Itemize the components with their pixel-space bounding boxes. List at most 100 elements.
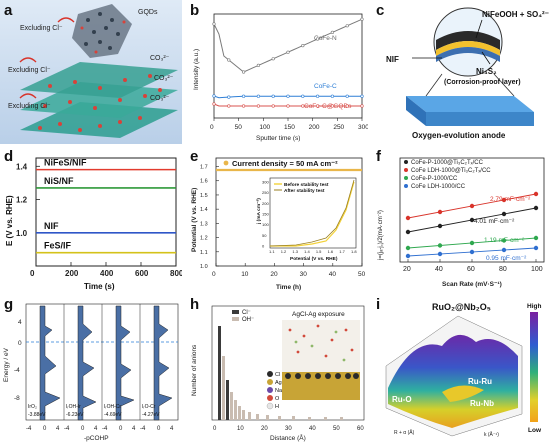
panel-h: Cl Ag Na O H Cl⁻ OH⁻ AgCl-Ag exposure Nu… xyxy=(186,296,368,442)
atom-h: H xyxy=(275,404,279,410)
e-ytick-1.4: 1.4 xyxy=(200,207,208,213)
panel-tag-f: f xyxy=(376,148,381,165)
g-xtick-3: -4 xyxy=(64,426,70,432)
e-inset-xtick-1.2: 1.2 xyxy=(281,249,287,254)
f-point xyxy=(501,247,507,253)
label-ni3s2: Ni₃S₂ xyxy=(476,67,497,76)
atomic-snapshot xyxy=(282,320,360,400)
b-marker xyxy=(316,94,320,98)
layered-slabs xyxy=(20,62,178,138)
panel-tag-i: i xyxy=(376,296,381,313)
g-ytick-4: 4 xyxy=(18,319,22,326)
h-xtick-30: 30 xyxy=(285,426,292,432)
panel-b: Intensity (a.u.) Sputter time (s) 0 50 100… xyxy=(186,0,368,144)
colorbar xyxy=(530,312,538,422)
panel-i: High Low RuO₂@Nb₂O₅ Ru-Ru Ru-O Ru-Nb k (… xyxy=(372,296,550,442)
panel-g-xlabel: -pCOHP xyxy=(84,435,109,442)
panel-e-inset: Before stability test After stability te… xyxy=(256,177,357,262)
b-marker xyxy=(286,94,290,98)
g-xtick-8: 4 xyxy=(132,426,136,432)
panel-i-title: RuO₂@Nb₂O₅ xyxy=(432,302,491,312)
f-legend-marker xyxy=(404,184,408,188)
g-xtick-2: 4 xyxy=(56,426,60,432)
panel-i-ylabel: R + α (Å) xyxy=(394,429,415,436)
b-marker xyxy=(212,22,216,26)
panel-a-label-2: Excluding Cl⁻ xyxy=(8,67,51,74)
e-inset-xtick-1.3: 1.3 xyxy=(292,249,298,254)
b-marker xyxy=(301,43,305,48)
h-legend-cl: Cl⁻ xyxy=(242,310,251,316)
panel-tag-g: g xyxy=(4,296,14,313)
d-ytick-1.2: 1.2 xyxy=(16,196,28,205)
f-xtick-100: 100 xyxy=(531,266,543,273)
g-value-4: -4.27eV xyxy=(142,412,160,418)
b-marker xyxy=(256,63,260,67)
panel-tag-a: a xyxy=(4,2,13,19)
label-oxygen-anode: Oxygen-evolution anode xyxy=(412,131,506,140)
panel-c-illustration: NiFeOOH + SO₄²⁻ NIF Ni₃S₂ (Corrosion-pro… xyxy=(372,0,550,144)
b-marker xyxy=(212,94,216,98)
e-ytick-1.6: 1.6 xyxy=(200,179,208,185)
panel-tag-e: e xyxy=(190,148,199,165)
d-label-nif: NIF xyxy=(44,221,59,231)
e-ytick-1.2: 1.2 xyxy=(200,236,208,242)
panel-f-chart: j=(jₐ-j꜀)/2(mA·cm⁻²) Scan Rate (mV·S⁻¹) … xyxy=(378,157,545,288)
b-marker xyxy=(227,58,231,62)
d-label-nifes-nif: NiFeS/NIF xyxy=(44,158,87,168)
panel-g: Energy / eV 4 0 -4 -8 IrO₂ -3.88eV IᵣOH-… xyxy=(0,296,182,442)
e-inset-ytick-250: 250 xyxy=(262,190,269,195)
panel-g-chart: Energy / eV 4 0 -4 -8 IrO₂ -3.88eV IᵣOH-… xyxy=(3,303,179,442)
f-point xyxy=(437,209,443,215)
g-ytick-neg4: -4 xyxy=(14,367,20,374)
b-marker xyxy=(227,95,231,99)
panel-b-chart: Intensity (a.u.) Sputter time (s) 0 50 100… xyxy=(193,13,368,142)
h-xtick-20: 20 xyxy=(261,426,268,432)
colorbar-high: High xyxy=(527,303,541,310)
g-label-2: IᵣOH-Ir xyxy=(66,404,81,410)
panel-d-ylabel: E (V vs. RHE) xyxy=(5,195,14,246)
e-inset-ytick-100: 100 xyxy=(262,222,269,227)
g-xtick-0: -4 xyxy=(26,426,32,432)
gqd-sheet xyxy=(72,4,132,58)
d-xtick-800: 800 xyxy=(170,269,182,278)
b-marker xyxy=(316,37,320,41)
b-xtick-50: 50 xyxy=(235,124,243,131)
f-point xyxy=(501,197,507,203)
legend-cofe-n: CoFe-N xyxy=(314,35,337,42)
annotation-0-95: 0.95 mF·cm⁻² xyxy=(486,255,527,262)
e-xtick-0: 0 xyxy=(212,271,216,278)
b-marker xyxy=(330,104,334,108)
e-ytick-1.1: 1.1 xyxy=(200,250,208,256)
atom-ag: Ag xyxy=(275,380,282,386)
b-marker xyxy=(301,94,305,98)
g-value-3: -4.69eV xyxy=(104,412,122,418)
g-xtick-5: 4 xyxy=(94,426,98,432)
panel-e: Potential (V vs. RHE) Time (h) 0 10 20 30 40… xyxy=(186,148,368,292)
panel-tag-d: d xyxy=(4,148,14,165)
label-ru-o: Ru-O xyxy=(392,395,412,404)
f-point xyxy=(533,191,539,197)
b-xtick-0: 0 xyxy=(210,124,214,131)
panel-d-xlabel: Time (s) xyxy=(84,282,115,291)
b-marker xyxy=(271,104,275,108)
e-inset-xtick-1.4: 1.4 xyxy=(304,249,310,254)
f-legend-marker xyxy=(404,176,408,180)
e-ytick-1.3: 1.3 xyxy=(200,221,208,227)
e-inset-ytick-300: 300 xyxy=(262,180,269,185)
panel-d-chart: E (V vs. RHE) Time (s) 0 200 400 600 800 1.0 1… xyxy=(5,157,182,291)
foam-top xyxy=(406,96,534,112)
panel-a-label-3: Excluding Cl⁻ xyxy=(8,103,51,110)
g-xtick-4: 0 xyxy=(81,426,85,432)
f-point xyxy=(501,238,507,243)
histogram-bars xyxy=(218,326,343,420)
f-xtick-80: 80 xyxy=(499,266,507,273)
panel-h-title: AgCl-Ag exposure xyxy=(292,311,345,318)
f-point xyxy=(405,253,411,259)
b-xtick-200: 200 xyxy=(309,124,320,131)
h-xtick-50: 50 xyxy=(333,426,340,432)
g-xtick-11: 4 xyxy=(170,426,174,432)
b-marker xyxy=(271,57,275,61)
d-ytick-1.4: 1.4 xyxy=(16,162,28,171)
f-point xyxy=(437,243,443,248)
